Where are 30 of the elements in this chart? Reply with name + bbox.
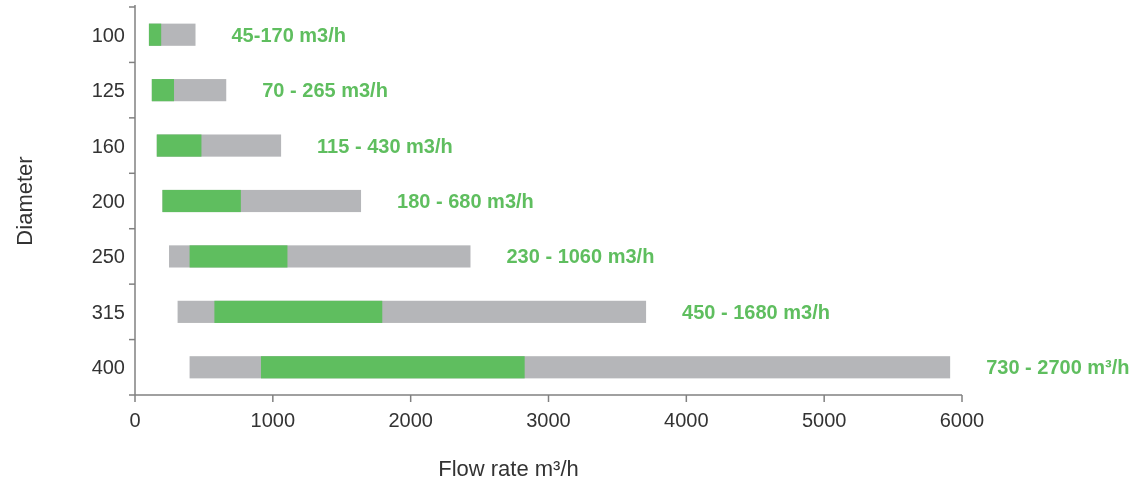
annotation: 450 - 1680 m3/h: [682, 300, 830, 323]
x-tick-label: 6000: [939, 409, 985, 431]
y-tick-label: 250: [91, 245, 125, 268]
annotation: 115 - 430 m3/h: [317, 134, 453, 157]
y-tick-label: 400: [91, 356, 125, 379]
y-tick-label: 315: [91, 300, 125, 323]
y-tick-label: 200: [91, 190, 125, 212]
annotation: 730 - 2700 m³/h: [986, 356, 1130, 379]
annotation: 180 - 680 m3/h: [397, 190, 534, 212]
y-tick-label: 100: [91, 23, 125, 46]
y-tick-label: 125: [91, 79, 125, 102]
bar: [260, 356, 525, 379]
bar: [214, 300, 383, 323]
x-axis-title: Flow rate m³/h: [438, 456, 579, 481]
annotation: 230 - 1060 m3/h: [506, 245, 655, 268]
x-tick-label: 5000: [801, 409, 847, 431]
x-tick-label: 1000: [250, 409, 296, 431]
x-tick-label: 2000: [388, 409, 433, 431]
bar: [148, 23, 162, 46]
annotation: 45-170 m3/h: [231, 23, 347, 46]
bar: [189, 245, 288, 268]
bar: [162, 189, 241, 213]
annotation: 70 - 265 m3/h: [262, 79, 388, 102]
x-tick-label: 4000: [664, 409, 709, 431]
y-tick-label: 160: [91, 134, 125, 157]
y-axis-title: Diameter: [12, 156, 37, 246]
x-tick-label: 3000: [526, 409, 571, 431]
bar: [151, 79, 175, 102]
bar: [156, 134, 202, 157]
x-tick-label: 0: [129, 409, 141, 431]
